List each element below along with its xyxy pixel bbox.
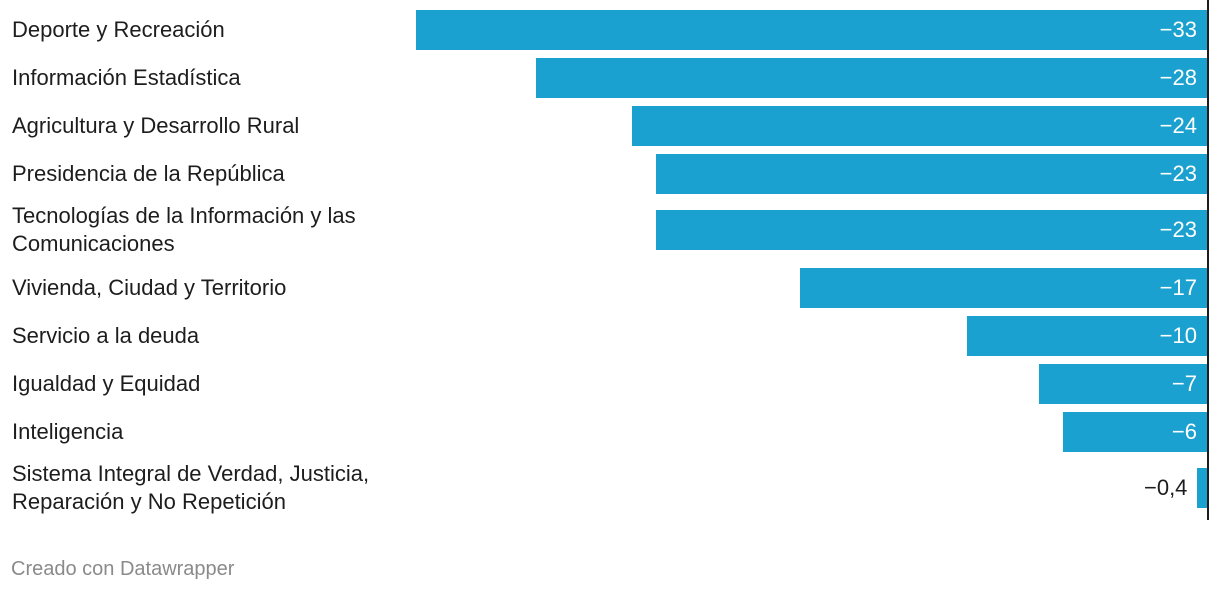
category-label: Presidencia de la República <box>12 161 285 186</box>
value-label: −0,4 <box>1143 475 1188 500</box>
category-label: Inteligencia <box>12 419 124 444</box>
bar <box>631 106 1207 146</box>
value-label: −24 <box>1159 113 1197 138</box>
bar <box>967 316 1207 356</box>
value-label: −33 <box>1159 17 1197 42</box>
category-label: Información Estadística <box>12 65 241 90</box>
bar <box>1063 412 1207 452</box>
value-label: −23 <box>1159 161 1197 186</box>
value-label: −17 <box>1159 275 1197 300</box>
value-label: −28 <box>1159 65 1197 90</box>
bar <box>655 210 1207 250</box>
value-label: −6 <box>1171 419 1197 444</box>
bar-chart: Deporte y Recreación −33 Información Estad… <box>12 0 1209 520</box>
bar <box>655 154 1207 194</box>
value-label: −7 <box>1171 371 1197 396</box>
bar <box>1197 468 1207 508</box>
bar <box>535 58 1207 98</box>
value-label: −23 <box>1159 217 1197 242</box>
bar <box>799 268 1207 308</box>
bar <box>416 10 1207 50</box>
bar <box>1039 364 1207 404</box>
zero-baseline <box>1207 0 1209 520</box>
category-label: Agricultura y Desarrollo Rural <box>12 113 300 138</box>
value-label: −10 <box>1159 323 1197 348</box>
category-label: Igualdad y Equidad <box>12 371 201 396</box>
category-label: Tecnologías de la Información y las Comu… <box>12 203 356 256</box>
category-label: Deporte y Recreación <box>12 17 225 42</box>
category-label: Vivienda, Ciudad y Territorio <box>12 275 287 300</box>
category-label: Servicio a la deuda <box>12 323 200 348</box>
category-label: Sistema Integral de Verdad, Justicia, Re… <box>12 461 370 514</box>
credit-footer[interactable]: Creado con Datawrapper <box>11 558 235 580</box>
